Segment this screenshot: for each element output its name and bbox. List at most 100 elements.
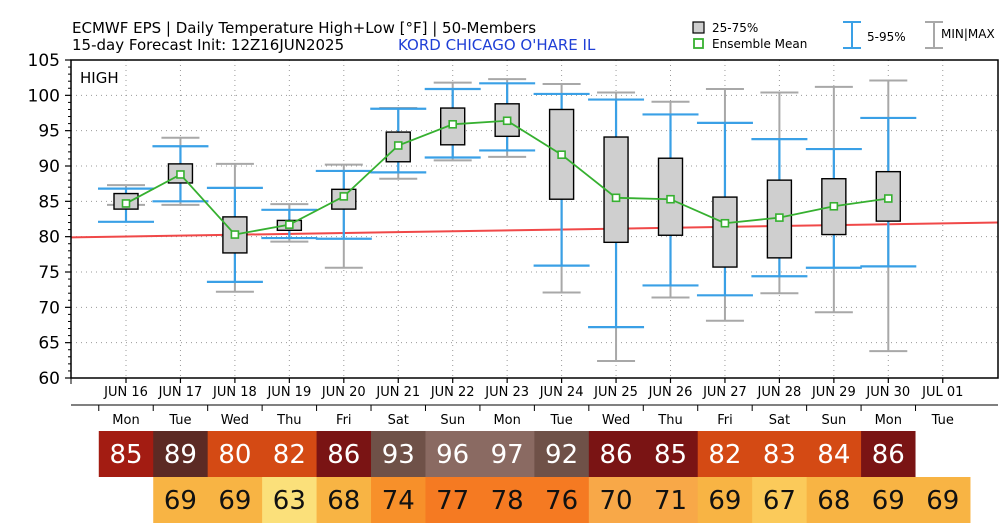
low-cell bbox=[207, 477, 263, 523]
low-temp-value: 63 bbox=[273, 486, 306, 516]
high-cell bbox=[371, 431, 426, 477]
x-date-label: JUN 22 bbox=[430, 385, 475, 400]
low-temp-value: 68 bbox=[817, 486, 850, 516]
x-date-label: JUN 27 bbox=[702, 385, 747, 400]
x-weekday-label: Fri bbox=[717, 413, 733, 428]
low-cell bbox=[752, 477, 808, 523]
high-temp-value: 92 bbox=[545, 440, 578, 470]
low-cell bbox=[806, 477, 862, 523]
day-box-group bbox=[860, 79, 917, 353]
day-box-group bbox=[479, 78, 536, 158]
mean-point bbox=[611, 193, 621, 203]
x-date-label: JUN 24 bbox=[539, 385, 584, 400]
x-weekday-label: Wed bbox=[221, 413, 249, 428]
low-cell bbox=[153, 477, 209, 523]
mean-point bbox=[502, 116, 512, 126]
low-temp-value: 76 bbox=[545, 486, 578, 516]
day-box-group bbox=[533, 83, 590, 294]
iqr-box bbox=[712, 196, 738, 268]
climatology-line bbox=[70, 221, 999, 239]
day-box-group bbox=[696, 87, 753, 322]
mean-point bbox=[339, 192, 349, 201]
x-weekday-label: Sat bbox=[769, 413, 790, 428]
low-cell bbox=[697, 477, 753, 523]
x-date-label: JUN 17 bbox=[158, 385, 203, 400]
high-temp-value: 93 bbox=[382, 440, 415, 470]
x-date-label: JUN 29 bbox=[811, 385, 856, 400]
temperature-table: 85 89 80 82 86 93 96 97 92 86 85 82 83 84 86 69 69 63 68 74… bbox=[98, 431, 971, 523]
high-cell bbox=[207, 431, 263, 477]
mean-point bbox=[829, 201, 839, 211]
x-date-label: JUN 20 bbox=[321, 385, 366, 400]
high-cell bbox=[98, 431, 154, 477]
high-temp-value: 83 bbox=[763, 440, 796, 470]
x-axis: JUN 16 Mon JUN 17 Tue JUN 18 Wed JUN 19 Thu JUN … bbox=[70, 378, 998, 428]
legend-minmax-swatch bbox=[925, 21, 943, 49]
legend-box-label: 25-75% bbox=[712, 21, 758, 35]
y-tick-label: 60 bbox=[38, 369, 60, 389]
x-date-label: JUN 16 bbox=[103, 385, 148, 400]
high-cell bbox=[153, 431, 209, 477]
y-axis: 60 65 70 75 80 85 90 95 100 105 bbox=[28, 51, 71, 389]
day-box-group bbox=[805, 85, 862, 314]
low-cell bbox=[861, 477, 917, 523]
high-temp-value: 84 bbox=[817, 440, 850, 470]
low-cell bbox=[915, 477, 971, 523]
high-cell bbox=[915, 431, 971, 477]
mean-point bbox=[557, 150, 566, 159]
low-cell bbox=[643, 477, 699, 523]
low-cell bbox=[479, 477, 535, 523]
low-temp-value: 77 bbox=[436, 486, 469, 516]
x-date-label: JUN 18 bbox=[212, 385, 257, 400]
x-date-label: JUN 23 bbox=[484, 385, 529, 400]
mean-point bbox=[775, 213, 784, 222]
high-temp-value: 82 bbox=[708, 440, 741, 470]
mean-point bbox=[448, 120, 458, 129]
legend-minmax-label: MIN|MAX bbox=[941, 27, 995, 41]
low-cell bbox=[534, 477, 590, 523]
mean-point bbox=[393, 141, 403, 150]
y-tick-label: 95 bbox=[38, 122, 60, 142]
chart-title: ECMWF EPS | Daily Temperature High+Low [… bbox=[72, 19, 536, 37]
ensemble-mean-series bbox=[121, 116, 893, 239]
x-weekday-label: Sun bbox=[821, 413, 846, 428]
mean-point bbox=[720, 218, 730, 228]
high-cell bbox=[697, 431, 753, 477]
day-box-group bbox=[315, 163, 372, 269]
x-weekday-label: Tue bbox=[168, 413, 191, 428]
low-temp-value: 69 bbox=[218, 486, 251, 516]
legend-whisker-swatch bbox=[843, 21, 861, 49]
mean-point bbox=[176, 170, 185, 179]
legend: 25-75% Ensemble Mean 5-95% MIN|MAX bbox=[692, 21, 995, 51]
high-temp-value: 86 bbox=[327, 440, 360, 470]
x-weekday-label: Fri bbox=[336, 413, 352, 428]
init-line: 15-day Forecast Init: 12Z16JUN2025 bbox=[72, 36, 344, 54]
high-temp-value: 96 bbox=[436, 440, 469, 470]
x-weekday-label: Wed bbox=[602, 413, 630, 428]
low-cell bbox=[425, 477, 481, 523]
legend-box-swatch bbox=[692, 21, 705, 34]
low-temp-value: 69 bbox=[926, 486, 959, 516]
plot-frame bbox=[70, 59, 999, 379]
high-cell bbox=[861, 431, 917, 477]
low-temp-value: 69 bbox=[708, 486, 741, 516]
high-temp-value: 85 bbox=[109, 440, 142, 470]
legend-mean-label: Ensemble Mean bbox=[712, 37, 807, 51]
low-cell bbox=[98, 477, 154, 523]
low-temp-value: 68 bbox=[327, 486, 360, 516]
legend-whisker-label: 5-95% bbox=[867, 30, 906, 44]
day-box-group bbox=[751, 91, 808, 295]
x-weekday-label: Tue bbox=[549, 413, 572, 428]
x-date-label: JUN 28 bbox=[757, 385, 802, 400]
gridlines bbox=[71, 60, 998, 378]
y-tick-label: 70 bbox=[38, 298, 60, 318]
mean-point bbox=[121, 199, 131, 208]
x-date-label: JUL 01 bbox=[921, 385, 963, 400]
y-tick-label: 65 bbox=[38, 334, 60, 354]
low-cell bbox=[588, 477, 644, 523]
x-weekday-label: Mon bbox=[493, 413, 520, 428]
low-cell bbox=[316, 477, 372, 523]
high-cell bbox=[425, 431, 481, 477]
high-temp-value: 89 bbox=[164, 440, 197, 470]
